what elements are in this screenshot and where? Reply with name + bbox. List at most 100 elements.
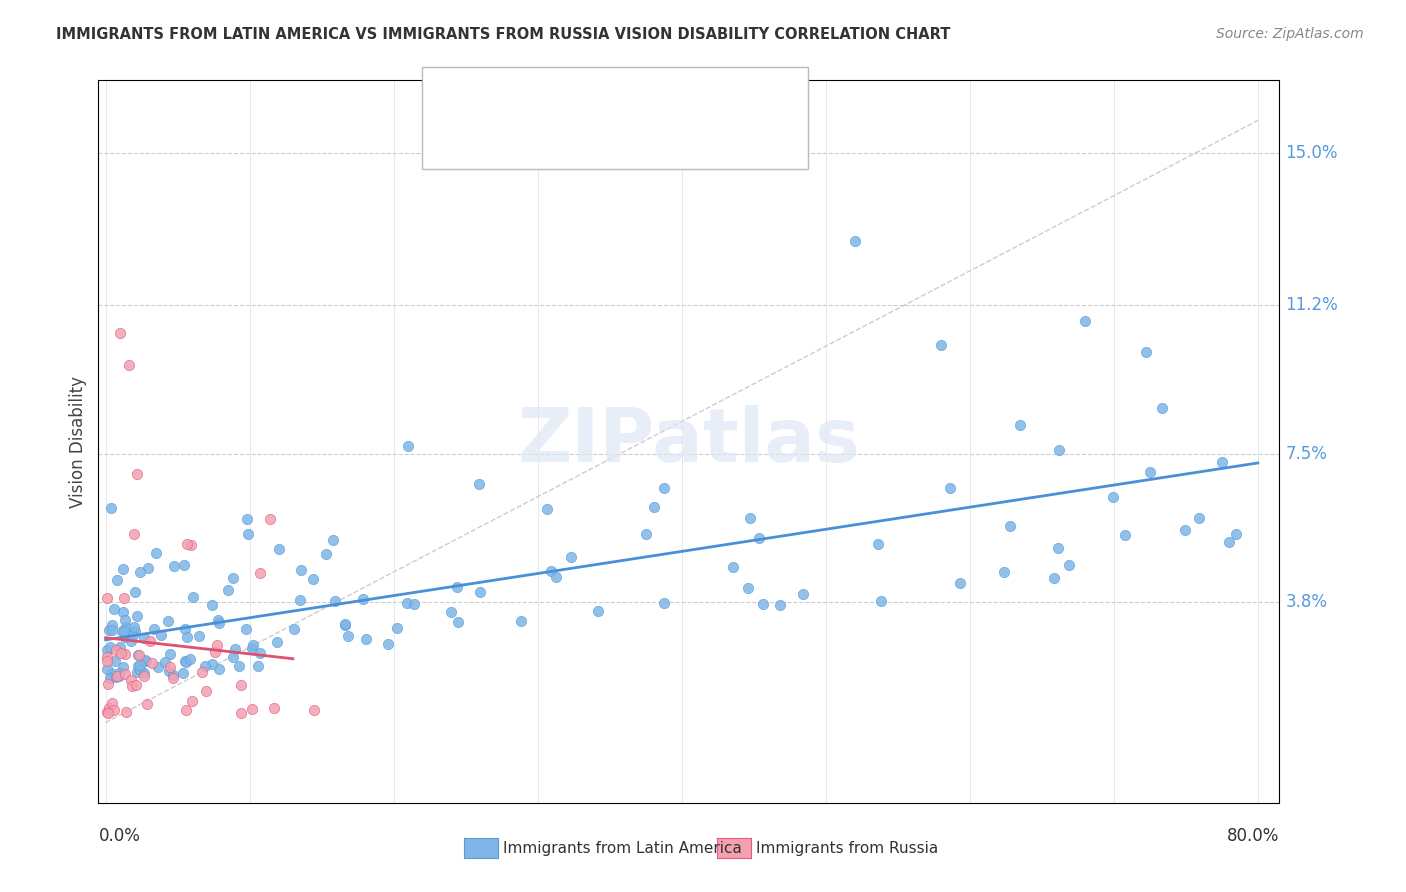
Point	[96, 705, 118, 719]
Point	[176, 655, 198, 669]
Point	[993, 565, 1015, 579]
Point	[120, 673, 142, 688]
Text: 0.192: 0.192	[524, 100, 585, 118]
Point	[208, 662, 231, 676]
Text: 0.0%: 0.0%	[98, 827, 141, 845]
Text: Immigrants from Latin America: Immigrants from Latin America	[503, 841, 742, 855]
Point	[173, 622, 195, 636]
Point	[121, 679, 143, 693]
Point	[269, 542, 291, 557]
Point	[114, 630, 136, 644]
Point	[1047, 443, 1070, 458]
Text: 80.0%: 80.0%	[1227, 827, 1279, 845]
Point	[544, 570, 567, 584]
Point	[122, 627, 145, 641]
Point	[148, 660, 170, 674]
Point	[114, 705, 136, 719]
Point	[157, 615, 180, 629]
Point	[191, 665, 214, 680]
Point	[396, 439, 419, 453]
Point	[122, 620, 145, 634]
Point	[1010, 418, 1032, 433]
Point	[1139, 465, 1161, 479]
Text: 11.2%: 11.2%	[1285, 296, 1339, 314]
Point	[114, 647, 136, 661]
Point	[157, 664, 180, 678]
Point	[136, 560, 159, 574]
Point	[159, 660, 181, 674]
Point	[174, 654, 197, 668]
Point	[125, 678, 148, 692]
Point	[183, 590, 205, 604]
Point	[586, 604, 609, 618]
Point	[247, 659, 270, 673]
Point	[354, 632, 377, 646]
Point	[96, 649, 118, 664]
Point	[110, 640, 132, 655]
Point	[377, 637, 399, 651]
Point	[194, 659, 217, 673]
Point	[302, 703, 325, 717]
Point	[510, 614, 533, 628]
Point	[173, 558, 195, 572]
Point	[107, 665, 129, 680]
Point	[447, 615, 470, 629]
Point	[1114, 528, 1136, 542]
Point	[205, 638, 228, 652]
Point	[132, 669, 155, 683]
Point	[283, 622, 305, 636]
Point	[240, 701, 263, 715]
Point	[229, 678, 252, 692]
Point	[636, 526, 658, 541]
Point	[172, 666, 194, 681]
Point	[98, 640, 121, 655]
Point	[204, 645, 226, 659]
Point	[180, 538, 202, 552]
Point	[103, 654, 125, 668]
Text: 15.0%: 15.0%	[1285, 144, 1339, 161]
Point	[224, 642, 246, 657]
Point	[127, 648, 149, 662]
Point	[752, 597, 775, 611]
Point	[929, 338, 952, 352]
Text: 45: 45	[641, 138, 681, 156]
Point	[238, 527, 260, 541]
Point	[740, 510, 762, 524]
Point	[228, 659, 250, 673]
Point	[114, 666, 136, 681]
Text: N =: N =	[585, 100, 645, 118]
Point	[98, 701, 121, 715]
Y-axis label: Vision Disability: Vision Disability	[69, 376, 87, 508]
Point	[352, 591, 374, 606]
Point	[249, 566, 271, 580]
Point	[97, 623, 120, 637]
Point	[468, 476, 491, 491]
Point	[124, 624, 146, 638]
Point	[149, 628, 172, 642]
Point	[114, 591, 136, 605]
Point	[1150, 401, 1173, 416]
Point	[114, 614, 136, 628]
Point	[721, 560, 744, 574]
Point	[201, 598, 224, 612]
Point	[302, 572, 325, 586]
Point	[949, 575, 972, 590]
Point	[769, 598, 792, 612]
Point	[134, 652, 156, 666]
Point	[540, 564, 562, 578]
Point	[333, 616, 356, 631]
Point	[112, 660, 135, 674]
Text: 3.8%: 3.8%	[1285, 593, 1327, 611]
Point	[396, 595, 419, 609]
Point	[1135, 344, 1157, 359]
Point	[96, 662, 118, 676]
Point	[101, 623, 124, 637]
Point	[188, 629, 211, 643]
Point	[128, 663, 150, 677]
Point	[96, 655, 118, 669]
Point	[162, 668, 184, 682]
Point	[181, 694, 204, 708]
Point	[163, 558, 186, 573]
Point	[1225, 526, 1247, 541]
Point	[104, 642, 127, 657]
